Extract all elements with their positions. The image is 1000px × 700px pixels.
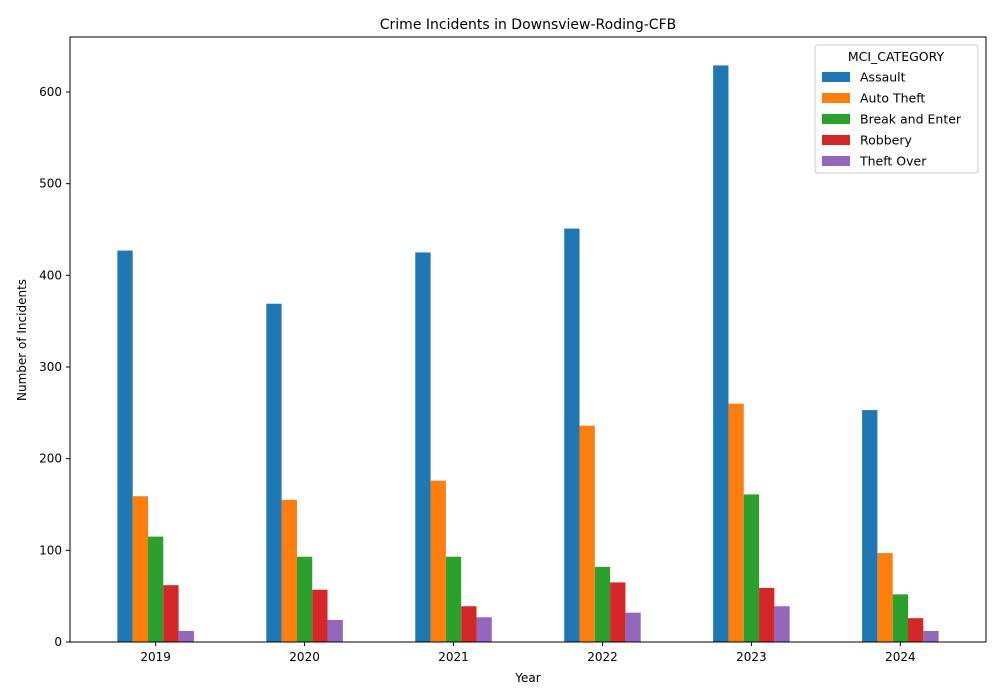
- bar: [579, 425, 595, 642]
- legend-title: MCI_CATEGORY: [848, 49, 945, 64]
- x-tick-label: 2022: [587, 650, 618, 664]
- bar: [892, 594, 909, 642]
- y-tick-label: 0: [54, 635, 62, 649]
- legend-swatch: [822, 93, 850, 103]
- legend-swatch: [822, 135, 850, 145]
- y-tick-label: 600: [39, 85, 62, 99]
- y-tick-label: 100: [39, 543, 62, 557]
- y-axis-label: Number of Incidents: [15, 279, 29, 401]
- bar: [908, 618, 924, 642]
- y-tick-label: 500: [39, 177, 62, 191]
- bar: [132, 496, 148, 642]
- legend: MCI_CATEGORY Assault Auto Theft Break and …: [814, 44, 979, 174]
- bar: [923, 631, 939, 642]
- series-assault: [117, 65, 878, 643]
- bar: [625, 612, 641, 642]
- bar: [774, 606, 790, 642]
- legend-frame: [814, 44, 979, 174]
- legend-label: Robbery: [860, 133, 912, 148]
- chart-title: Crime Incidents in Downsview-Roding-CFB: [380, 17, 676, 33]
- bar: [728, 403, 744, 642]
- bar: [266, 303, 282, 642]
- legend-label: Theft Over: [859, 154, 927, 169]
- bar: [117, 250, 133, 642]
- axes-frame: [69, 36, 987, 643]
- x-tick-label: 2024: [885, 650, 916, 664]
- bar: [327, 620, 343, 642]
- bar: [759, 587, 775, 642]
- legend-swatch: [822, 72, 850, 82]
- y-tick-label: 300: [39, 360, 62, 374]
- x-tick-label: 2019: [140, 650, 171, 664]
- bar: [610, 582, 626, 642]
- plot-area: 0 100 200 300 400 500 600 2019 2020 2021 2022 2023 2…: [39, 36, 987, 664]
- bar: [430, 480, 446, 642]
- legend-label: Assault: [860, 70, 906, 85]
- series-auto-theft: [132, 403, 893, 642]
- bar: [862, 410, 878, 642]
- bar: [564, 228, 580, 642]
- bar: [312, 589, 328, 642]
- bar: [476, 617, 492, 642]
- legend-label: Break and Enter: [860, 112, 962, 127]
- x-axis-label: Year: [514, 671, 540, 685]
- series-break-and-enter: [147, 494, 909, 642]
- bar: [281, 499, 297, 642]
- bar: [445, 556, 462, 642]
- bar: [178, 631, 194, 642]
- legend-swatch: [822, 156, 850, 166]
- legend-items: Assault Auto Theft Break and Enter Robbery T…: [822, 70, 962, 169]
- bar: [163, 585, 179, 642]
- y-tick-label: 400: [39, 268, 62, 282]
- series-theft-over: [178, 606, 939, 642]
- bar: [461, 606, 477, 642]
- bar: [415, 252, 431, 643]
- bar: [877, 553, 893, 642]
- legend-swatch: [822, 114, 850, 124]
- bar: [147, 536, 164, 642]
- x-tick-label: 2021: [438, 650, 469, 664]
- bar: [594, 566, 611, 642]
- legend-label: Auto Theft: [860, 91, 925, 106]
- y-tick-label: 200: [39, 452, 62, 466]
- x-tick-label: 2023: [736, 650, 767, 664]
- bar: [296, 556, 313, 642]
- bar: [743, 494, 760, 642]
- bar: [713, 65, 729, 643]
- x-tick-label: 2020: [289, 650, 320, 664]
- series-robbery: [163, 582, 924, 642]
